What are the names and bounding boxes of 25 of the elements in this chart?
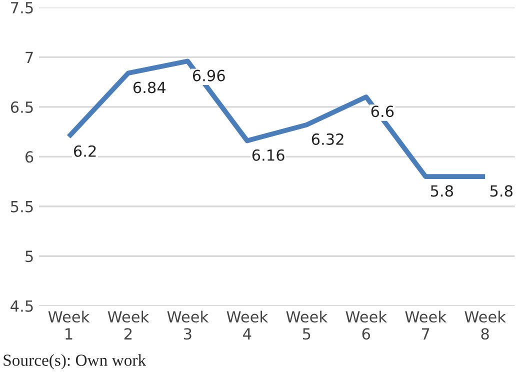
x-tick-label: Week 2 <box>108 310 150 340</box>
x-tick-label: Week 8 <box>464 310 506 340</box>
data-label: 6.6 <box>371 106 394 118</box>
x-tick-label: Week 6 <box>346 310 387 340</box>
y-tick-label: 7.5 <box>11 2 33 14</box>
x-tick-label: Week 1 <box>48 310 90 340</box>
y-tick-label: 5.5 <box>11 201 33 212</box>
data-label: 6.16 <box>252 149 284 161</box>
data-label: 6.2 <box>74 145 96 157</box>
x-tick-label: Week 5 <box>286 310 328 340</box>
data-label: 5.8 <box>430 185 454 197</box>
y-tick-label: 6 <box>25 151 34 163</box>
y-tick-label: 6.5 <box>10 101 33 113</box>
source-note: Source(s): Own work <box>4 354 146 370</box>
x-tick-label: Week 3 <box>167 310 209 340</box>
data-label: 6.32 <box>312 133 344 145</box>
data-label: 5.8 <box>490 185 512 197</box>
x-tick-label: Week 7 <box>405 310 446 340</box>
y-tick-label: 4.5 <box>10 300 33 312</box>
data-label: 6.84 <box>133 82 166 94</box>
y-tick-label: 5 <box>26 250 33 262</box>
line-series <box>66 58 488 179</box>
y-tick-label: 7 <box>26 52 33 63</box>
data-label: 6.96 <box>192 70 225 82</box>
x-tick-label: Week 4 <box>226 310 268 340</box>
